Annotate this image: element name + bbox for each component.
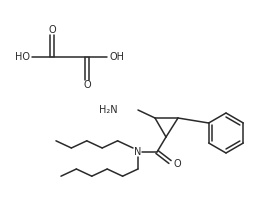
Text: O: O xyxy=(174,159,182,169)
Text: H₂N: H₂N xyxy=(99,105,118,115)
Text: HO: HO xyxy=(15,52,30,62)
Text: O: O xyxy=(48,25,56,35)
Text: OH: OH xyxy=(109,52,124,62)
Text: O: O xyxy=(83,80,91,90)
Text: N: N xyxy=(134,147,142,157)
